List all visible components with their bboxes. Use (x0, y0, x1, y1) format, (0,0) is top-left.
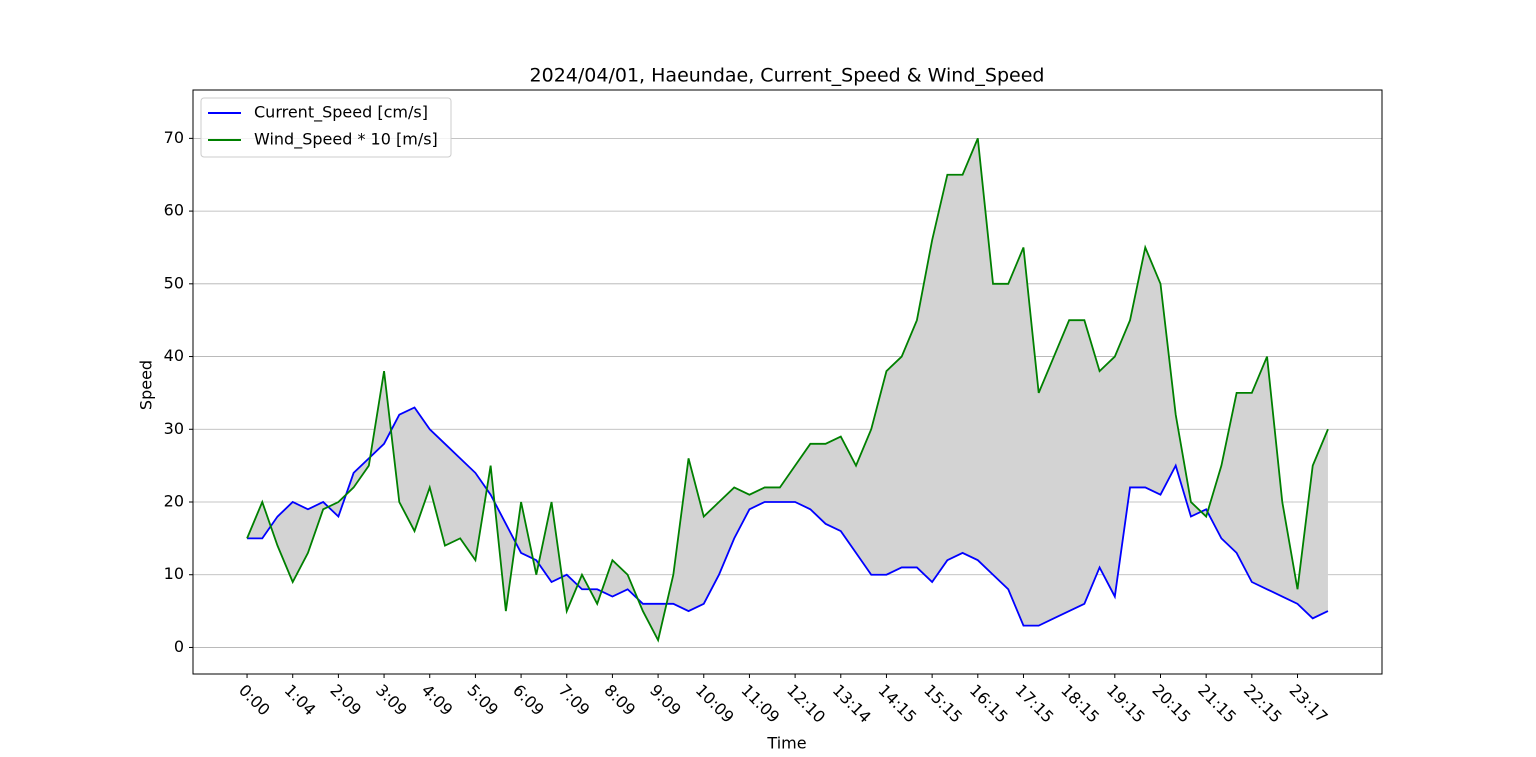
x-tick-label: 4:09 (418, 681, 457, 720)
x-axis-label: Time (766, 734, 806, 753)
x-tick-label: 20:15 (1148, 681, 1194, 727)
x-tick-label: 7:09 (555, 681, 594, 720)
legend-label: Current_Speed [cm/s] (254, 103, 428, 123)
x-tick-label: 10:09 (692, 681, 738, 727)
chart-title: 2024/04/01, Haeundae, Current_Speed & Wi… (530, 65, 1045, 87)
series-line (246, 138, 1329, 643)
x-tick-label: 15:15 (920, 681, 966, 727)
x-tick-label: 13:14 (829, 681, 875, 727)
x-tick-label: 6:09 (509, 681, 548, 720)
y-tick-label: 60 (164, 201, 184, 220)
x-tick-label: 12:10 (783, 681, 829, 727)
fill-between (247, 138, 1328, 641)
y-tick-label: 50 (164, 273, 184, 292)
x-tick-label: 16:15 (966, 681, 1012, 727)
legend-box (200, 97, 452, 158)
y-tick-label: 40 (164, 346, 184, 365)
x-tick-label: 18:15 (1057, 681, 1103, 727)
x-tick-label: 22:15 (1240, 681, 1286, 727)
x-tick-label: 19:15 (1103, 681, 1149, 727)
x-tick-label: 3:09 (372, 681, 411, 720)
y-tick-label: 70 (164, 128, 184, 147)
y-tick-label: 20 (164, 492, 184, 511)
axes-frame (192, 89, 1383, 675)
x-tick-label: 2:09 (326, 681, 365, 720)
x-tick-label: 21:15 (1194, 681, 1240, 727)
x-tick-label: 17:15 (1011, 681, 1057, 727)
x-tick-label: 1:04 (281, 681, 320, 720)
legend-label: Wind_Speed * 10 [m/s] (254, 130, 438, 150)
x-tick-label: 5:09 (463, 681, 502, 720)
x-tick-label: 8:09 (600, 681, 639, 720)
y-tick-label: 30 (164, 419, 184, 438)
y-tick-label: 10 (164, 564, 184, 583)
x-tick-label: 0:00 (235, 681, 274, 720)
x-tick-label: 9:09 (646, 681, 685, 720)
x-tick-label: 11:09 (737, 681, 783, 727)
x-tick-label: 14:15 (874, 681, 920, 727)
y-axis-label: Speed (137, 360, 156, 410)
y-tick-label: 0 (174, 637, 184, 656)
x-tick-label: 23:17 (1285, 681, 1331, 727)
series-line (247, 406, 1329, 627)
